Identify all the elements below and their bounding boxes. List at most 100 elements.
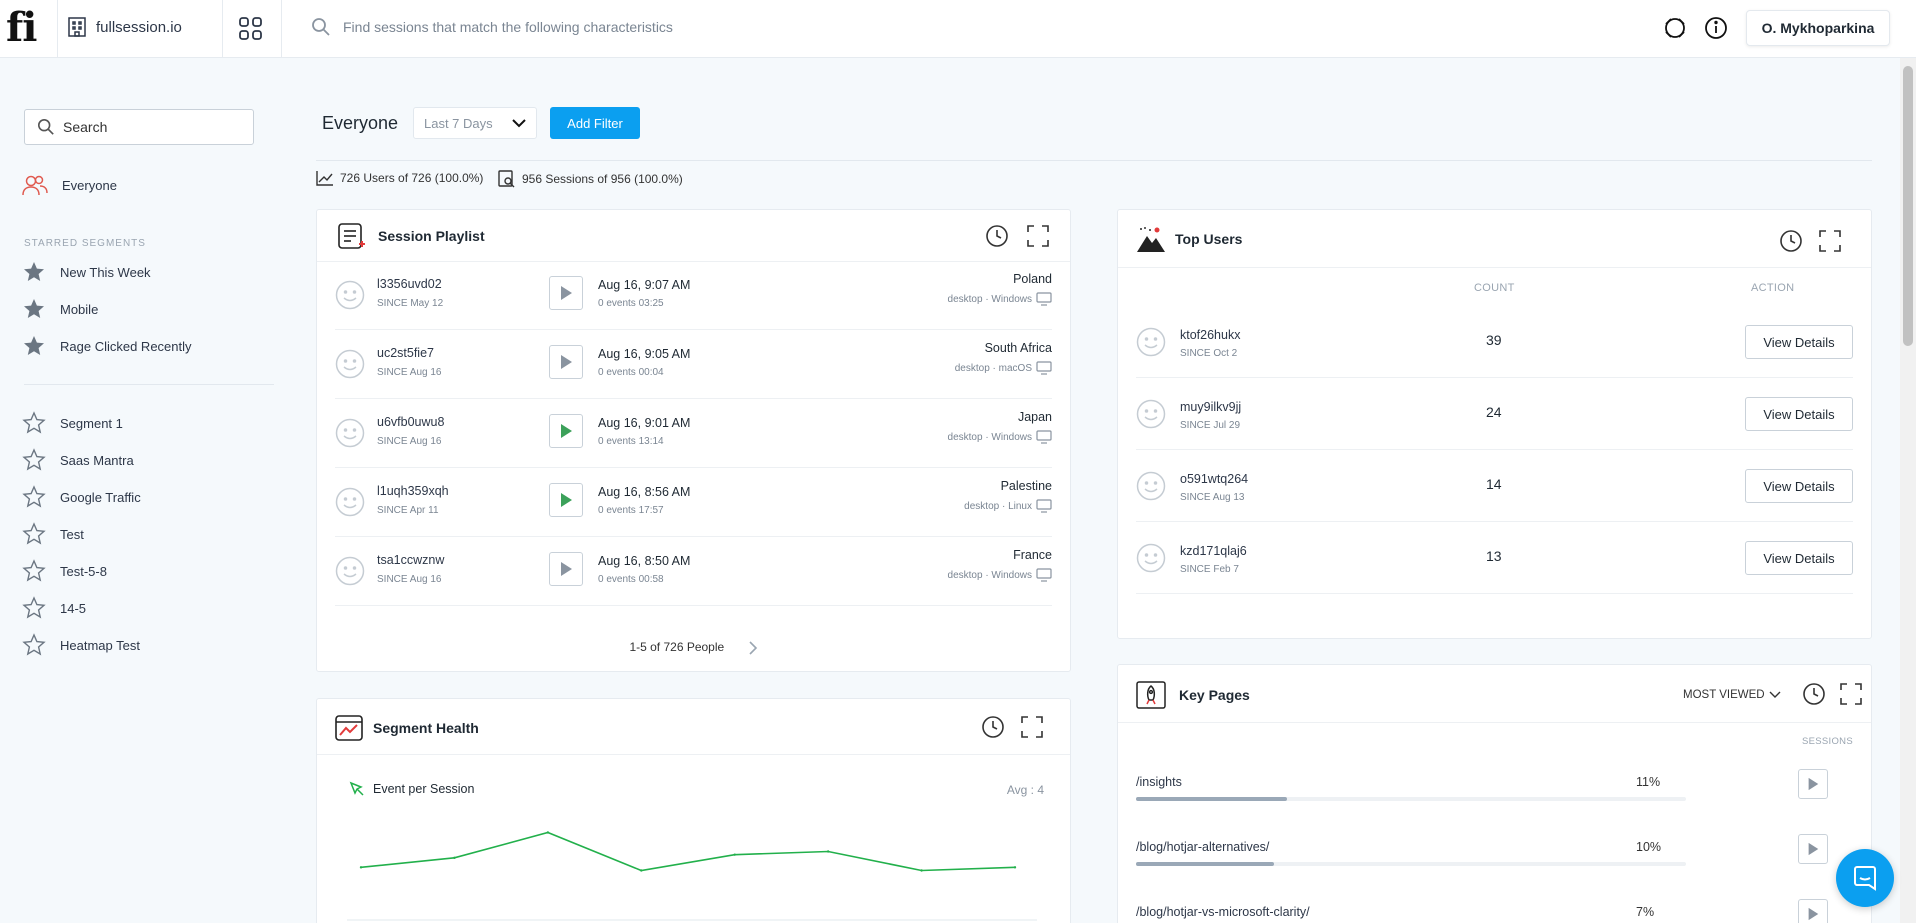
clock-icon[interactable] bbox=[981, 715, 1005, 739]
view-details-button[interactable]: View Details bbox=[1745, 325, 1853, 359]
data-point bbox=[920, 869, 923, 872]
clock-icon[interactable] bbox=[1779, 229, 1803, 253]
session-since: SINCE Apr 11 bbox=[377, 505, 439, 516]
sidebar-item-label: Test-5-8 bbox=[60, 563, 107, 579]
sidebar-item-label: Everyone bbox=[62, 177, 117, 193]
segment-health-card: Segment Health Event per Session Avg : 4 bbox=[316, 698, 1071, 923]
top-user-name[interactable]: muy9ilkv9jj bbox=[1180, 400, 1242, 414]
metric-avg: Avg : 4 bbox=[1006, 783, 1044, 797]
play-session-button[interactable] bbox=[549, 552, 583, 586]
scrollbar-thumb[interactable] bbox=[1903, 66, 1913, 346]
clock-icon[interactable] bbox=[985, 224, 1009, 248]
sidebar-item-segment[interactable]: Google Traffic bbox=[22, 485, 141, 509]
sidebar-item-starred[interactable]: Mobile bbox=[22, 297, 98, 321]
top-user-name[interactable]: kzd171qlaj6 bbox=[1180, 544, 1247, 558]
star-outline-icon[interactable] bbox=[22, 633, 46, 657]
info-icon[interactable] bbox=[1703, 15, 1729, 41]
sidebar-item-starred[interactable]: Rage Clicked Recently bbox=[22, 334, 192, 358]
play-session-button[interactable] bbox=[549, 276, 583, 310]
session-user[interactable]: u6vfb0uwu8 bbox=[377, 415, 445, 429]
integrations-icon[interactable] bbox=[1662, 15, 1688, 41]
user-menu-button[interactable]: O. Mykhoparkina bbox=[1746, 10, 1890, 46]
play-page-sessions-button[interactable] bbox=[1798, 834, 1828, 864]
segment-search-input[interactable] bbox=[63, 119, 233, 135]
star-outline-icon[interactable] bbox=[22, 596, 46, 620]
view-details-button[interactable]: View Details bbox=[1745, 541, 1853, 575]
session-user[interactable]: tsa1ccwznw bbox=[377, 553, 445, 567]
expand-icon[interactable] bbox=[1020, 715, 1044, 739]
sidebar-item-segment[interactable]: Segment 1 bbox=[22, 411, 123, 435]
avatar bbox=[1136, 327, 1166, 357]
sidebar-item-everyone[interactable]: Everyone bbox=[22, 174, 117, 196]
sidebar-item-segment[interactable]: Test bbox=[22, 522, 84, 546]
apps-grid-icon[interactable] bbox=[238, 16, 264, 42]
sidebar-item-segment[interactable]: Test-5-8 bbox=[22, 559, 107, 583]
expand-icon[interactable] bbox=[1839, 682, 1863, 706]
divider bbox=[316, 160, 1872, 161]
card-header: Session Playlist bbox=[317, 210, 1070, 262]
session-device-text: desktop · Windows bbox=[947, 293, 1032, 305]
data-point bbox=[1013, 866, 1017, 869]
star-outline-icon[interactable] bbox=[22, 522, 46, 546]
session-country: South Africa bbox=[984, 341, 1052, 355]
app-logo[interactable]: fi bbox=[6, 4, 37, 51]
expand-icon[interactable] bbox=[1026, 224, 1050, 248]
add-filter-button[interactable]: Add Filter bbox=[550, 107, 640, 139]
card-title: Session Playlist bbox=[378, 228, 485, 244]
cursor-click-icon bbox=[349, 781, 365, 797]
session-since: SINCE Aug 16 bbox=[377, 436, 442, 447]
sidebar-item-starred[interactable]: New This Week bbox=[22, 260, 151, 284]
pagination-text: 1-5 of 726 People bbox=[629, 640, 725, 654]
play-session-button[interactable] bbox=[549, 483, 583, 517]
key-page-url[interactable]: /insights bbox=[1136, 775, 1182, 789]
mountain-icon bbox=[1136, 224, 1166, 254]
view-details-button[interactable]: View Details bbox=[1745, 397, 1853, 431]
sidebar-item-label: 14-5 bbox=[60, 600, 87, 616]
session-search-input[interactable] bbox=[343, 19, 863, 35]
star-outline-icon[interactable] bbox=[22, 411, 46, 435]
session-meta: 0 events 00:58 bbox=[598, 574, 664, 585]
key-page-url[interactable]: /blog/hotjar-vs-microsoft-clarity/ bbox=[1136, 905, 1310, 919]
key-page-row: /blog/hotjar-vs-microsoft-clarity/ 7% bbox=[1136, 891, 1853, 923]
users-icon bbox=[22, 174, 48, 196]
sidebar-item-segment[interactable]: Heatmap Test bbox=[22, 633, 140, 657]
sidebar-item-label: Saas Mantra bbox=[60, 452, 134, 468]
session-user[interactable]: l1uqh359xqh bbox=[377, 484, 449, 498]
sort-select[interactable]: MOST VIEWED bbox=[1683, 689, 1781, 701]
session-device: desktop · Linux bbox=[964, 499, 1052, 513]
play-page-sessions-button[interactable] bbox=[1798, 899, 1828, 923]
play-page-sessions-button[interactable] bbox=[1798, 769, 1828, 799]
star-outline-icon[interactable] bbox=[22, 448, 46, 472]
top-user-name[interactable]: o591wtq264 bbox=[1180, 472, 1249, 486]
chevron-down-icon bbox=[1769, 691, 1781, 699]
page-scrollbar[interactable] bbox=[1900, 58, 1916, 923]
date-range-select[interactable]: Last 7 Days bbox=[413, 107, 537, 139]
session-user[interactable]: l3356uvd02 bbox=[377, 277, 442, 291]
chat-launcher-button[interactable] bbox=[1836, 849, 1894, 907]
session-user[interactable]: uc2st5fie7 bbox=[377, 346, 434, 360]
key-page-bar-track bbox=[1136, 862, 1686, 866]
view-details-button[interactable]: View Details bbox=[1745, 469, 1853, 503]
star-outline-icon[interactable] bbox=[22, 485, 46, 509]
session-row[interactable]: tsa1ccwznw SINCE Aug 16 Aug 16, 8:50 AM … bbox=[335, 538, 1052, 606]
monitor-icon bbox=[1036, 568, 1052, 582]
key-page-url[interactable]: /blog/hotjar-alternatives/ bbox=[1136, 840, 1270, 854]
play-session-button[interactable] bbox=[549, 414, 583, 448]
play-session-button[interactable] bbox=[549, 345, 583, 379]
avatar bbox=[335, 556, 365, 586]
sidebar-item-segment[interactable]: 14-5 bbox=[22, 596, 86, 620]
session-row[interactable]: l1uqh359xqh SINCE Apr 11 Aug 16, 8:56 AM… bbox=[335, 469, 1052, 537]
users-stat: 726 Users of 726 (100.0%) bbox=[316, 170, 483, 186]
org-switcher[interactable]: fullsession.io bbox=[66, 16, 182, 38]
star-outline-icon[interactable] bbox=[22, 559, 46, 583]
clock-icon[interactable] bbox=[1802, 682, 1826, 706]
session-row[interactable]: u6vfb0uwu8 SINCE Aug 16 Aug 16, 9:01 AM … bbox=[335, 400, 1052, 468]
sidebar-item-segment[interactable]: Saas Mantra bbox=[22, 448, 134, 472]
top-user-name[interactable]: ktof26hukx bbox=[1180, 328, 1241, 342]
key-page-bar-fill bbox=[1136, 797, 1288, 801]
chevron-right-icon[interactable] bbox=[748, 641, 758, 655]
session-row[interactable]: uc2st5fie7 SINCE Aug 16 Aug 16, 9:05 AM … bbox=[335, 331, 1052, 399]
key-page-row: /insights 11% bbox=[1136, 761, 1853, 825]
session-row[interactable]: l3356uvd02 SINCE May 12 Aug 16, 9:07 AM … bbox=[335, 262, 1052, 330]
expand-icon[interactable] bbox=[1818, 229, 1842, 253]
